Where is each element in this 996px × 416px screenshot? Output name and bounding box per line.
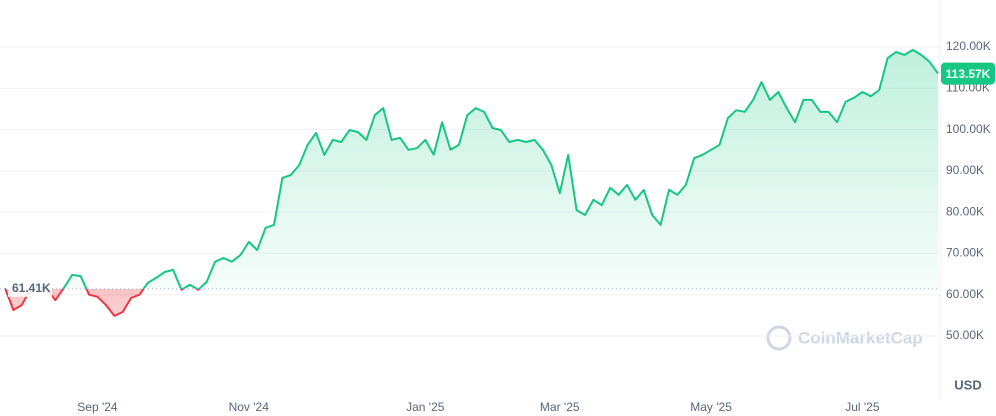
watermark: CoinMarketCap	[766, 325, 923, 351]
y-tick-label: 70.00K	[946, 246, 984, 260]
x-tick-label: Nov '24	[229, 400, 270, 414]
baseline-label: 61.41K	[12, 281, 51, 295]
currency-label: USD	[954, 377, 981, 392]
baseline-label-bg	[8, 280, 52, 297]
x-tick-label: Jan '25	[406, 400, 445, 414]
y-tick-label: 60.00K	[946, 287, 984, 301]
price-area	[5, 49, 938, 316]
y-tick-label: 90.00K	[946, 163, 984, 177]
y-tick-label: 120.00K	[946, 39, 991, 53]
y-tick-label: 50.00K	[946, 328, 984, 342]
price-line	[4, 48, 939, 317]
last-price-tag	[941, 62, 995, 85]
x-tick-label: Jul '25	[845, 400, 880, 414]
last-price-label: 113.57K	[946, 67, 991, 81]
y-tick-label: 80.00K	[946, 204, 984, 218]
watermark-text: CoinMarketCap	[798, 328, 923, 347]
x-tick-label: May '25	[690, 400, 732, 414]
y-tick-label: 100.00K	[946, 122, 991, 136]
x-tick-label: Sep '24	[77, 400, 118, 414]
x-tick-label: Mar '25	[540, 400, 580, 414]
